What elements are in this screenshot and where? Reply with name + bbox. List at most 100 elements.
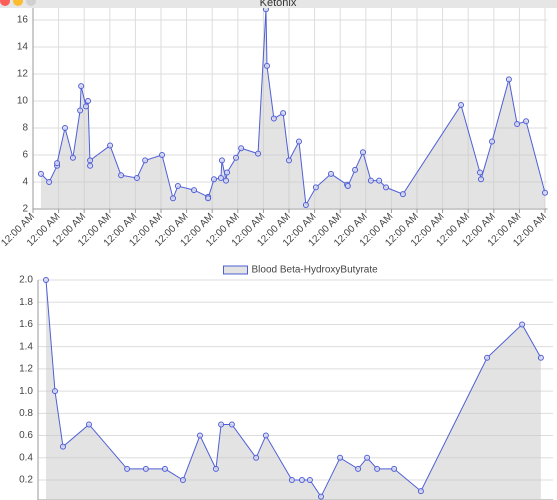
point xyxy=(142,157,149,164)
point xyxy=(255,150,262,157)
y-tick-label: 6 xyxy=(22,150,28,161)
point xyxy=(344,183,351,190)
point xyxy=(37,170,44,177)
point xyxy=(62,125,68,131)
point xyxy=(376,177,383,184)
point xyxy=(337,454,344,461)
point xyxy=(77,107,84,114)
title-bar xyxy=(0,0,557,8)
point xyxy=(78,83,85,90)
point xyxy=(302,201,309,208)
point xyxy=(355,465,362,472)
point xyxy=(399,191,406,198)
point xyxy=(159,152,166,158)
point xyxy=(280,110,287,117)
area xyxy=(45,280,541,500)
area xyxy=(40,9,545,210)
point xyxy=(417,488,424,495)
point xyxy=(228,421,235,428)
point xyxy=(514,120,521,127)
point xyxy=(85,98,92,104)
point xyxy=(478,176,484,183)
point xyxy=(223,177,230,184)
point xyxy=(519,321,526,328)
point xyxy=(383,184,390,191)
point xyxy=(161,465,168,472)
point xyxy=(352,166,359,173)
y-tick-label: 4 xyxy=(22,177,28,188)
point xyxy=(295,138,302,145)
point xyxy=(82,103,89,110)
point xyxy=(505,76,512,83)
point xyxy=(87,162,94,169)
y-tick-label: 0.6 xyxy=(19,430,33,441)
point xyxy=(217,174,224,181)
point xyxy=(87,157,94,164)
point xyxy=(42,277,49,283)
point xyxy=(142,465,149,472)
point xyxy=(59,443,66,450)
point xyxy=(489,138,496,145)
point xyxy=(298,477,305,483)
point xyxy=(170,195,177,202)
point xyxy=(212,465,219,472)
point xyxy=(359,149,366,156)
point xyxy=(270,115,277,122)
point xyxy=(523,118,530,125)
point xyxy=(179,477,186,483)
y-tick-label: 1.2 xyxy=(19,364,33,375)
point xyxy=(288,477,295,483)
legend-swatch xyxy=(223,265,248,275)
point xyxy=(286,157,292,164)
point xyxy=(210,176,217,183)
point xyxy=(317,493,324,500)
point xyxy=(262,432,269,439)
point xyxy=(107,142,114,149)
y-tick-label: 16 xyxy=(17,15,29,26)
point xyxy=(196,432,203,439)
point xyxy=(263,62,270,69)
point xyxy=(51,388,58,395)
minimize-button[interactable] xyxy=(13,0,23,6)
point xyxy=(191,187,198,194)
y-tick-label: 14 xyxy=(17,42,29,53)
point xyxy=(367,177,374,184)
close-button[interactable] xyxy=(0,0,10,6)
point xyxy=(124,465,131,472)
point xyxy=(476,169,483,176)
y-tick-label: 2.0 xyxy=(19,275,33,286)
point xyxy=(327,170,334,177)
y-tick-label: 2 xyxy=(22,204,28,215)
point xyxy=(391,465,398,472)
y-tick-label: 0.2 xyxy=(19,475,33,486)
y-tick-label: 1.4 xyxy=(19,341,33,352)
point xyxy=(218,157,225,164)
point xyxy=(118,172,125,179)
point xyxy=(542,189,548,196)
point xyxy=(133,174,140,181)
point xyxy=(174,183,181,190)
point xyxy=(253,454,260,461)
point xyxy=(69,154,76,161)
point xyxy=(312,184,319,191)
y-tick-label: 12 xyxy=(17,69,29,80)
point xyxy=(85,421,92,428)
legend-label: Blood Beta-HydroxyButyrate xyxy=(252,265,379,276)
point xyxy=(484,354,491,361)
point xyxy=(54,160,61,167)
point xyxy=(238,145,245,152)
point xyxy=(306,477,313,483)
point xyxy=(205,195,212,202)
y-tick-label: 0.4 xyxy=(19,452,33,463)
y-tick-label: 1.6 xyxy=(19,319,33,330)
point xyxy=(233,154,240,161)
point xyxy=(218,421,225,428)
y-tick-label: 1.8 xyxy=(19,297,33,308)
zoom-button[interactable] xyxy=(26,0,36,6)
y-tick-label: 0.8 xyxy=(19,408,33,419)
y-tick-label: 10 xyxy=(17,96,29,107)
point xyxy=(46,179,53,185)
point xyxy=(458,102,465,109)
point xyxy=(537,354,544,361)
